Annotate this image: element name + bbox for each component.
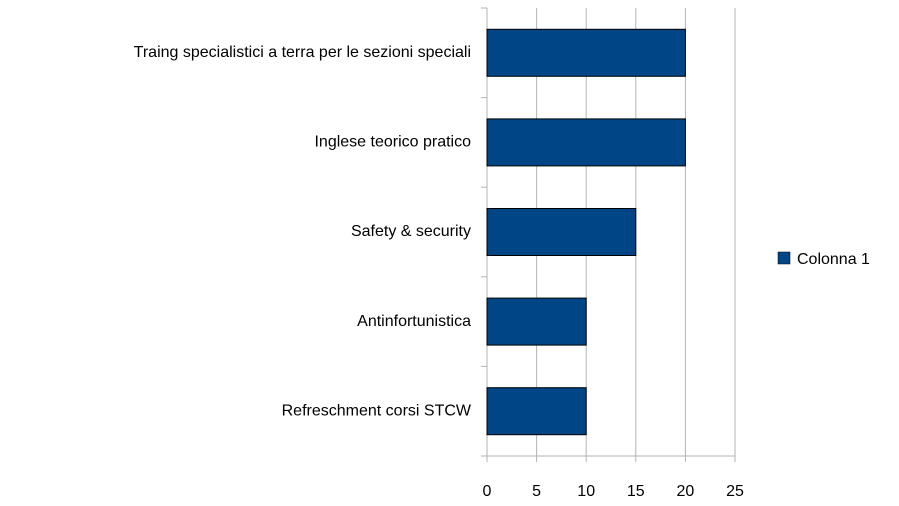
y-tick-label: Safety & security [351, 223, 471, 240]
bar [486, 387, 587, 436]
x-tick-label: 0 [483, 483, 492, 500]
bar [486, 118, 686, 167]
bar [486, 28, 686, 77]
x-tick-label: 20 [677, 483, 695, 500]
x-tick-label: 10 [577, 483, 595, 500]
bar [486, 208, 637, 256]
y-tick-label: Refreschment corsi STCW [282, 402, 472, 419]
bar [486, 297, 587, 346]
y-tick-label: Traing specialistici a terra per le sezi… [134, 44, 471, 61]
y-tick-label: Antinfortunistica [357, 313, 471, 330]
y-tick-label: Inglese teorico pratico [314, 134, 471, 151]
x-tick-label: 15 [627, 483, 645, 500]
x-tick-label: 25 [726, 483, 744, 500]
legend-swatch [777, 251, 791, 265]
x-tick-label: 5 [532, 483, 541, 500]
legend-label: Colonna 1 [797, 251, 870, 268]
